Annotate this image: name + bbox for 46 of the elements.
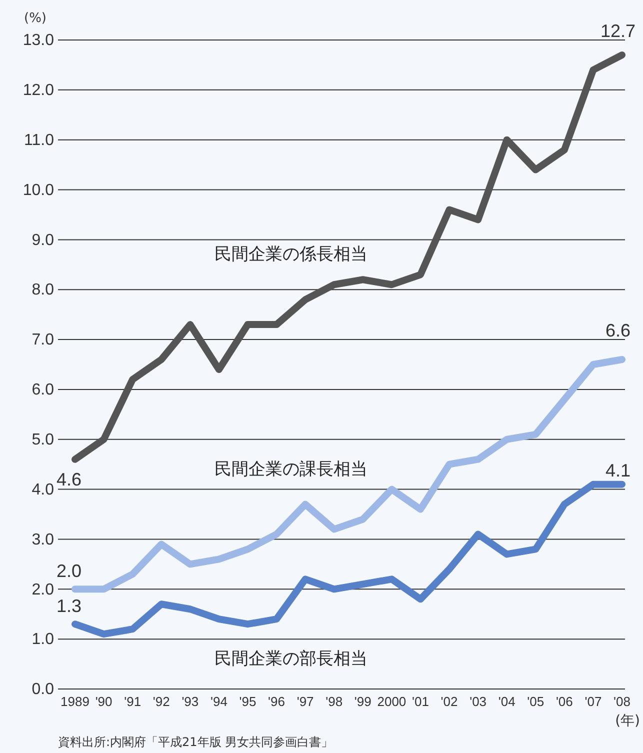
x-tick-label: '05 (527, 694, 544, 710)
y-tick-label: 6.0 (32, 382, 54, 399)
series-label: 民間企業の課長相当 (214, 459, 368, 480)
y-tick-label: 3.0 (32, 531, 54, 548)
y-axis-title: (%) (24, 11, 46, 26)
data-label: 12.7 (600, 21, 636, 41)
y-tick-label: 2.0 (32, 581, 54, 598)
x-tick-label: '99 (354, 694, 372, 710)
x-tick-label: '08 (614, 694, 630, 710)
data-label: 4.1 (605, 460, 631, 480)
x-tick-label: '93 (182, 694, 199, 710)
x-tick-label: 1989 (60, 694, 90, 710)
y-tick-label: 5.0 (32, 432, 54, 449)
text: 資料出所:内閣府「平成21年版 男女共同参画白書」 (58, 735, 334, 749)
x-tick-label: '90 (95, 694, 112, 710)
x-tick-label: '97 (296, 694, 314, 710)
x-tick-label: 2000 (377, 694, 406, 710)
y-tick-label: 0.0 (32, 681, 54, 698)
data-label: 1.3 (56, 596, 82, 616)
x-tick-label: '03 (470, 694, 487, 710)
y-tick-label: 1.0 (32, 631, 54, 648)
data-label: 2.0 (56, 561, 82, 582)
series-label: 民間企業の部長相当 (214, 649, 368, 670)
y-tick-label: 11.0 (24, 132, 54, 149)
y-tick-label: 10.0 (22, 182, 54, 199)
y-tick-label: 13.0 (22, 32, 54, 50)
x-tick-label: '98 (326, 694, 343, 710)
y-tick-label: 8.0 (32, 282, 54, 299)
data-label: 6.6 (605, 320, 631, 341)
y-tick-label: 9.0 (32, 232, 54, 249)
x-tick-label: '04 (498, 694, 516, 710)
y-tick-label: 7.0 (32, 332, 54, 349)
x-tick-label: '02 (440, 694, 458, 710)
x-axis-title: (年) (615, 713, 640, 729)
x-tick-label: '94 (210, 694, 228, 710)
x-tick-label: '96 (268, 694, 286, 710)
x-tick-label: '01 (412, 694, 429, 710)
x-tick-label: '91 (124, 694, 142, 710)
x-tick-label: '92 (152, 694, 170, 710)
y-tick-label: 4.0 (32, 481, 54, 498)
x-tick-label: '06 (556, 694, 573, 710)
x-tick-label: '07 (584, 694, 602, 710)
data-label: 4.6 (56, 469, 82, 490)
y-tick-label: 12.0 (22, 82, 54, 100)
series-label: 民間企業の係長相当 (214, 244, 368, 265)
x-tick-label: '95 (239, 694, 256, 710)
